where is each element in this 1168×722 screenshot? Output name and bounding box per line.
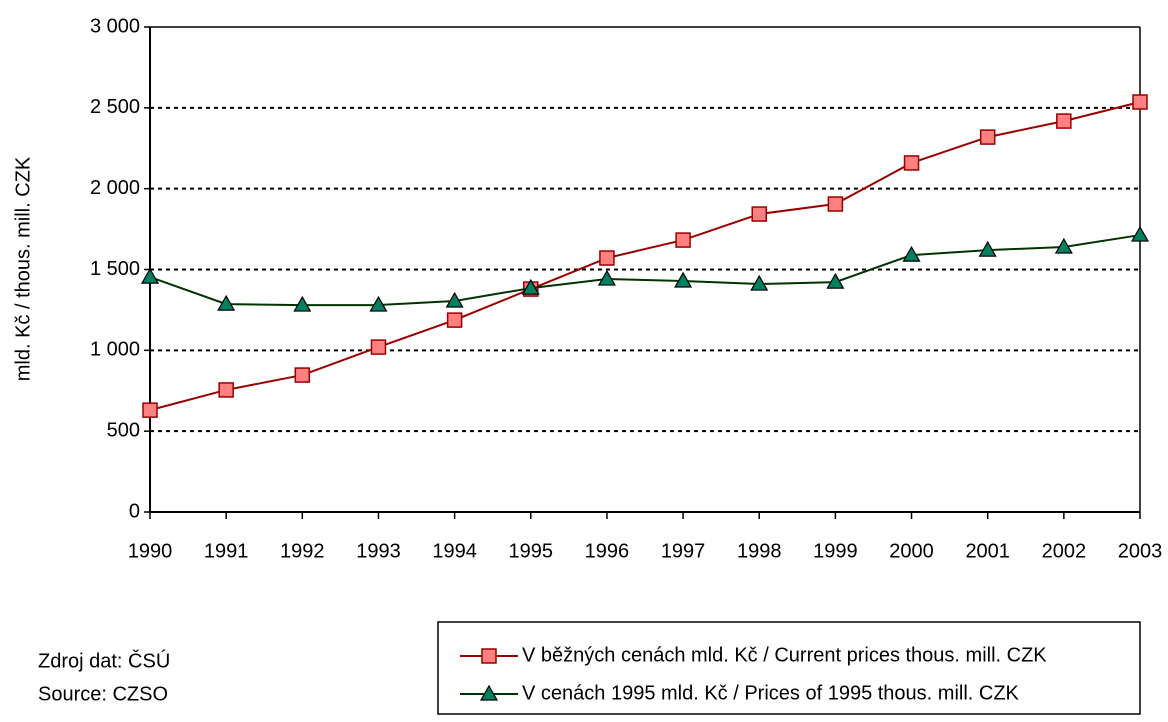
marker bbox=[445, 291, 464, 308]
y-tick-label: 3 000 bbox=[90, 15, 140, 37]
x-tick-label: 1996 bbox=[585, 540, 630, 562]
y-tick-label: 0 bbox=[129, 500, 140, 522]
y-tick-label: 1 000 bbox=[90, 339, 140, 361]
y-tick-label: 2 500 bbox=[90, 96, 140, 118]
marker bbox=[140, 267, 160, 284]
marker bbox=[1056, 113, 1072, 129]
marker bbox=[827, 196, 844, 212]
x-tick-label: 1991 bbox=[204, 540, 249, 562]
x-tick-label: 1990 bbox=[128, 540, 173, 562]
x-tick-label: 2001 bbox=[965, 540, 1010, 562]
marker bbox=[978, 240, 997, 257]
marker bbox=[826, 272, 845, 289]
legend-box bbox=[437, 621, 1141, 715]
x-tick-label: 1994 bbox=[432, 540, 477, 562]
y-tick-label: 1 500 bbox=[90, 258, 140, 280]
marker bbox=[294, 367, 311, 383]
marker bbox=[903, 155, 920, 171]
x-tick-label: 1997 bbox=[661, 540, 706, 562]
x-tick-label: 2002 bbox=[1042, 540, 1087, 562]
y-tick-label: 2 000 bbox=[90, 177, 140, 199]
y-tick-label: 500 bbox=[107, 419, 140, 441]
marker bbox=[1130, 225, 1150, 242]
marker bbox=[369, 295, 388, 312]
series-line bbox=[149, 234, 1141, 307]
marker bbox=[902, 245, 921, 262]
marker bbox=[293, 295, 312, 312]
marker bbox=[751, 206, 767, 222]
marker bbox=[217, 294, 236, 311]
marker bbox=[599, 250, 615, 266]
x-tick-label: 1995 bbox=[509, 540, 554, 562]
marker bbox=[521, 278, 540, 295]
marker bbox=[142, 402, 158, 418]
x-tick-label: 2000 bbox=[889, 540, 934, 562]
source-note: Source: CZSO bbox=[38, 683, 168, 705]
marker bbox=[1132, 94, 1148, 110]
marker bbox=[481, 648, 497, 664]
y-axis-label: mld. Kč / thous. mill. CZK bbox=[12, 156, 34, 381]
series-line bbox=[149, 101, 1141, 412]
marker bbox=[218, 382, 234, 398]
marker bbox=[979, 129, 996, 145]
marker bbox=[674, 271, 693, 288]
x-tick-label: 2003 bbox=[1118, 540, 1163, 562]
x-tick-label: 1998 bbox=[737, 540, 782, 562]
marker bbox=[597, 269, 616, 286]
marker bbox=[750, 274, 769, 291]
marker bbox=[479, 684, 499, 701]
x-tick-label: 1993 bbox=[356, 540, 401, 562]
marker bbox=[1054, 237, 1073, 254]
source-note: Zdroj dat: ČSÚ bbox=[38, 649, 170, 672]
x-tick-label: 1992 bbox=[280, 540, 325, 562]
x-tick-label: 1999 bbox=[813, 540, 858, 562]
marker bbox=[446, 312, 463, 328]
legend-label: V cenách 1995 mld. Kč / Prices of 1995 t… bbox=[522, 682, 1020, 704]
marker bbox=[370, 339, 387, 355]
marker bbox=[675, 232, 691, 248]
legend-label: V běžných cenách mld. Kč / Current price… bbox=[522, 644, 1047, 666]
